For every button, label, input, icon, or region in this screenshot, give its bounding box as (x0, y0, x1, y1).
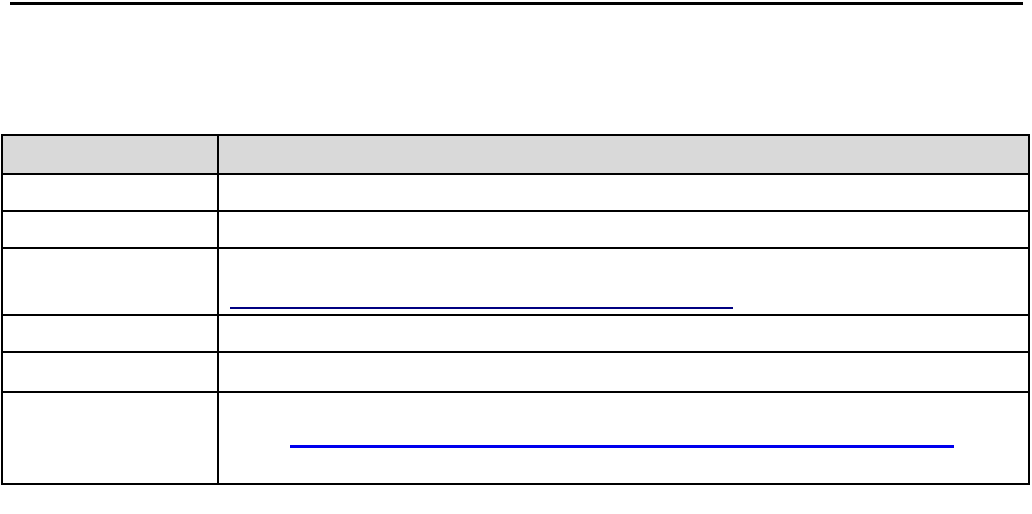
row-value-cell (217, 391, 1030, 485)
row-value-cell (217, 351, 1030, 393)
row-label-cell (1, 247, 219, 316)
header-cell-right (217, 134, 1030, 175)
header-cell-left (1, 134, 219, 175)
row-label-cell (1, 314, 219, 353)
table-row (1, 351, 1030, 393)
hyperlink-underline[interactable] (290, 445, 954, 448)
table-row (1, 391, 1030, 485)
row-label-cell (1, 391, 219, 485)
row-value-cell (217, 173, 1030, 212)
top-horizontal-rule (10, 2, 1023, 5)
properties-table (1, 134, 1030, 485)
row-label-cell (1, 210, 219, 249)
table-row (1, 314, 1030, 353)
table-row (1, 210, 1030, 249)
row-value-cell (217, 314, 1030, 353)
row-label-cell (1, 173, 219, 212)
row-label-cell (1, 351, 219, 393)
table-row (1, 173, 1030, 212)
table-header-row (1, 134, 1030, 175)
row-value-cell (217, 247, 1030, 316)
row-value-cell (217, 210, 1030, 249)
underlined-text-rule (230, 307, 733, 309)
table-row (1, 247, 1030, 316)
